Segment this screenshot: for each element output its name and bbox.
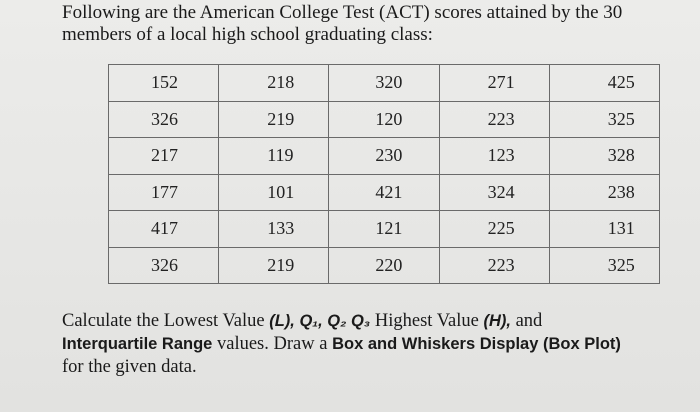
score-cell: 223	[438, 246, 550, 284]
table-row: 177 101 421 324 238	[107, 173, 661, 211]
score-cell: 220	[328, 246, 440, 284]
highest-value-label: (H),	[483, 312, 511, 330]
score-cell: 326	[107, 100, 220, 138]
score-cell: 326	[107, 246, 220, 284]
score-cell: 101	[218, 173, 330, 211]
score-cell: 223	[438, 100, 550, 138]
question-part-3: and	[510, 311, 543, 331]
table-row: 417 133 121 225 131	[107, 210, 661, 248]
scores-table: 152 218 320 271 425 326 219 120 223 325 217 119 230 1…	[107, 64, 661, 284]
question-part-4: values. Draw a	[212, 334, 333, 354]
score-cell: 123	[438, 137, 550, 175]
score-cell: 225	[438, 210, 550, 248]
score-cell: 119	[218, 137, 330, 175]
score-cell: 133	[218, 210, 330, 248]
score-cell: 324	[438, 173, 550, 211]
scores-table-body: 152 218 320 271 425 326 219 120 223 325 217 119 230 1…	[107, 64, 661, 284]
box-plot-label: Box and Whiskers Display (Box Plot)	[332, 335, 621, 353]
score-cell: 121	[328, 210, 440, 248]
score-cell: 271	[438, 64, 550, 102]
table-row: 217 119 230 123 328	[107, 137, 661, 175]
intro-text: Following are the American College Test …	[62, 2, 623, 45]
score-cell: 238	[548, 173, 661, 211]
table-row: 326 219 120 223 325	[107, 100, 661, 138]
score-cell: 230	[328, 137, 440, 175]
table-row: 152 218 320 271 425	[107, 64, 661, 102]
score-cell: 320	[328, 64, 440, 102]
score-cell: 421	[328, 173, 440, 211]
score-cell: 219	[218, 246, 330, 284]
score-cell: 177	[107, 173, 220, 211]
score-cell: 218	[218, 64, 330, 102]
score-cell: 325	[548, 246, 661, 284]
score-cell: 219	[218, 100, 330, 138]
score-cell: 328	[548, 137, 661, 175]
score-cell: 417	[107, 210, 220, 248]
question-part-5: for the given data.	[62, 357, 197, 377]
iqr-label: Interquartile Range	[62, 335, 213, 353]
score-cell: 120	[328, 100, 440, 138]
score-cell: 325	[548, 100, 661, 138]
score-cell: 131	[548, 210, 661, 248]
score-cell: 425	[548, 64, 661, 102]
table-row: 326 219 220 223 325	[107, 246, 661, 284]
score-cell: 152	[107, 64, 220, 102]
question-text: Calculate the Lowest Value (L), Q₁, Q₂ Q…	[62, 310, 692, 379]
lowest-quartiles-label: (L), Q₁, Q₂ Q₃	[269, 312, 371, 330]
score-cell: 217	[107, 137, 220, 175]
question-part-2: Highest Value	[370, 311, 484, 331]
question-part-1: Calculate the Lowest Value	[62, 311, 270, 331]
